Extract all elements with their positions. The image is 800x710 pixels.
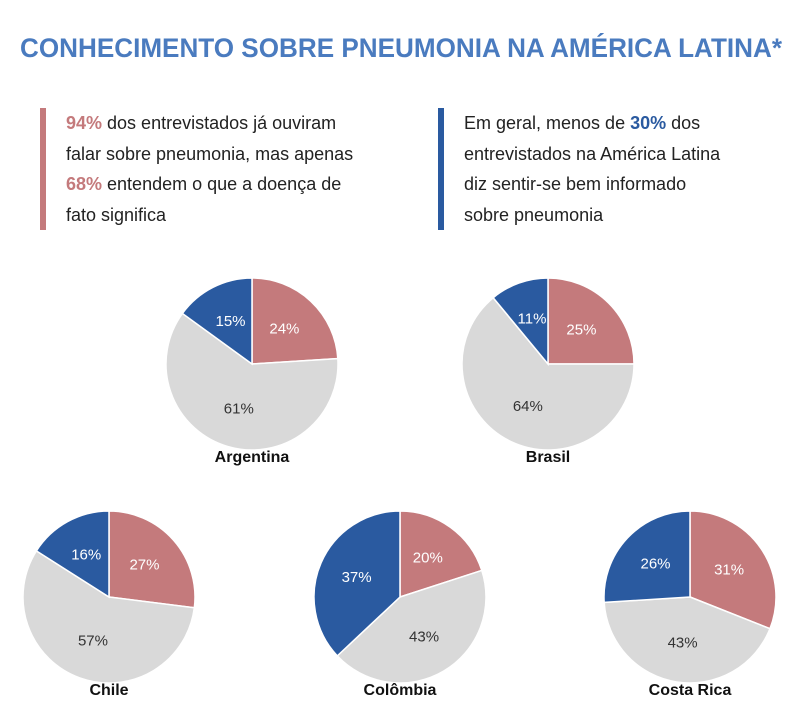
highlight: 68% [66,174,103,194]
slice-label: 43% [409,629,439,646]
pie-slice [35,510,110,599]
pie-slice [313,510,401,657]
pie-title: Costa Rica [649,682,732,699]
slice-label: 57% [78,632,108,649]
pie-slice [22,549,196,684]
pie-slice [689,510,777,630]
pie-slice [492,277,549,367]
slice-label: 25% [566,322,596,339]
note: Em geral, menos de 30% dos entrevistados… [438,108,734,230]
pie-slice [165,312,339,451]
slice-label: 37% [342,569,372,586]
slice-label: 11% [518,310,547,327]
highlight: 94% [66,113,103,133]
pie-slice [461,296,635,451]
highlight: 30% [630,113,667,133]
slice-label: 26% [641,556,671,573]
slice-label: 61% [224,400,254,417]
pie-slice [399,510,483,599]
slice-label: 15% [216,313,246,330]
pie-slice [547,277,635,365]
pie-title: Chile [89,682,128,699]
note-text: entendem o que a doença de fato signific… [66,174,342,225]
pie-slice [181,277,253,366]
note-text: dos entrevistados já ouviram falar sobre… [66,113,354,164]
slice-label: 43% [668,635,698,652]
slice-label: 24% [269,320,299,337]
slice-label: 20% [413,550,443,567]
slice-label: 31% [714,561,744,578]
note-text: Em geral, menos de [464,113,631,133]
pie-slice [336,569,487,684]
pie-slice [603,596,771,684]
slice-label: 27% [129,557,159,574]
note-text: dos entrevistados na América Latina diz … [464,113,721,225]
pie-title: Brasil [526,449,570,466]
pie-slice [251,277,339,365]
note: 94% dos entrevistados já ouviram falar s… [40,108,366,230]
title: CONHECIMENTO SOBRE PNEUMONIA NA AMÉRICA … [20,32,782,63]
pie-slice [108,510,196,609]
slice-label: 16% [71,547,101,564]
pie-title: Colômbia [364,682,437,699]
slice-label: 64% [513,398,543,415]
pie-slice [603,510,691,604]
pie-title: Argentina [215,449,290,466]
